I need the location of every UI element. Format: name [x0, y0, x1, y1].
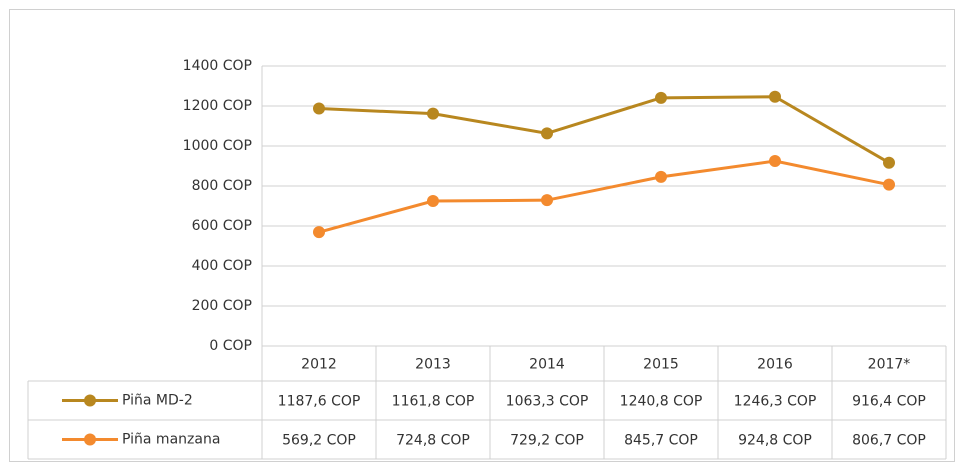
table-value: 916,4 COP: [852, 394, 926, 410]
point: [769, 155, 781, 168]
y-tick-label: 600 COP: [192, 218, 252, 234]
table-value: 845,7 COP: [624, 433, 698, 449]
table-value: 924,8 COP: [738, 433, 812, 449]
point: [427, 195, 439, 208]
point: [883, 156, 895, 169]
y-tick-label: 1000 COP: [183, 138, 252, 154]
chart-frame: [9, 9, 955, 462]
point: [427, 107, 439, 120]
y-tick-label: 1200 COP: [183, 98, 252, 114]
table-value: 1240,8 COP: [620, 394, 703, 410]
point: [655, 170, 667, 183]
point: [313, 226, 325, 239]
y-tick-label: 400 COP: [192, 258, 252, 274]
legend-marker: [84, 394, 96, 407]
x-tick-label: 2014: [529, 357, 565, 373]
x-tick-label: 2017*: [868, 357, 911, 373]
series-line: [318, 159, 890, 234]
table-value: 1246,3 COP: [734, 394, 817, 410]
y-tick-label: 1400 COP: [183, 58, 252, 74]
point: [313, 102, 325, 115]
table-value: 729,2 COP: [510, 433, 584, 449]
x-tick-label: 2015: [643, 357, 679, 373]
point: [769, 90, 781, 103]
table-value: 569,2 COP: [282, 433, 356, 449]
point: [655, 91, 667, 104]
series-line: [318, 95, 890, 165]
table-value: 1063,3 COP: [506, 394, 589, 410]
table-value: 806,7 COP: [852, 433, 926, 449]
y-tick-label: 0 COP: [209, 338, 252, 354]
legend-marker: [84, 433, 96, 446]
point: [541, 194, 553, 207]
legend-label: Piña manzana: [122, 432, 220, 448]
point: [883, 178, 895, 191]
table-value: 1161,8 COP: [392, 394, 475, 410]
x-tick-label: 2016: [757, 357, 793, 373]
point: [541, 127, 553, 140]
x-tick-label: 2012: [301, 357, 337, 373]
y-tick-label: 200 COP: [192, 298, 252, 314]
legend-label: Piña MD-2: [122, 393, 193, 409]
table-value: 1187,6 COP: [278, 394, 361, 410]
table-value: 724,8 COP: [396, 433, 470, 449]
x-tick-label: 2013: [415, 357, 451, 373]
y-tick-label: 800 COP: [192, 178, 252, 194]
